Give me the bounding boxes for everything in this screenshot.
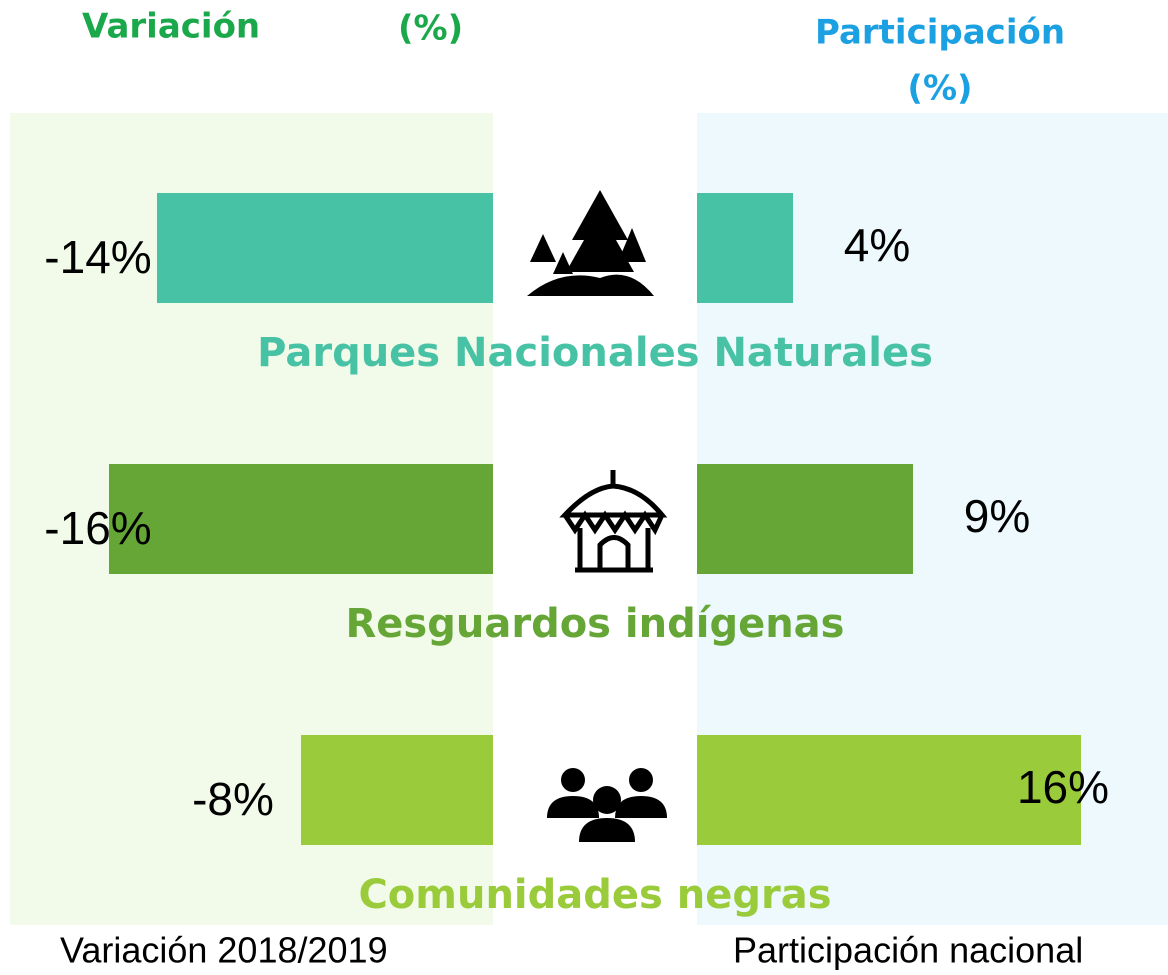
value-label: 16%: [1017, 761, 1109, 813]
right-header: (%): [907, 69, 972, 109]
category-label: Parques Nacionales Naturales: [257, 330, 933, 376]
value-label: 9%: [964, 490, 1030, 542]
value-label: -16%: [44, 502, 151, 554]
people-icon: [547, 768, 667, 842]
bar: [697, 735, 1081, 845]
left-header: Variación: [82, 7, 260, 47]
right-header: Participación: [815, 13, 1065, 53]
left-footer: Variación 2018/2019: [60, 930, 388, 971]
bar: [109, 464, 493, 574]
left-header: (%): [398, 9, 463, 49]
value-label: 4%: [844, 219, 910, 271]
bar: [697, 193, 793, 303]
bar: [301, 735, 493, 845]
category-label: Comunidades negras: [358, 872, 831, 918]
trees-icon: [527, 190, 654, 296]
bar: [157, 193, 493, 303]
value-label: -8%: [192, 773, 274, 825]
category-label: Resguardos indígenas: [346, 601, 845, 647]
hut-icon: [559, 470, 668, 573]
bar: [697, 464, 913, 574]
value-label: -14%: [44, 231, 151, 283]
right-footer: Participación nacional: [733, 930, 1083, 971]
